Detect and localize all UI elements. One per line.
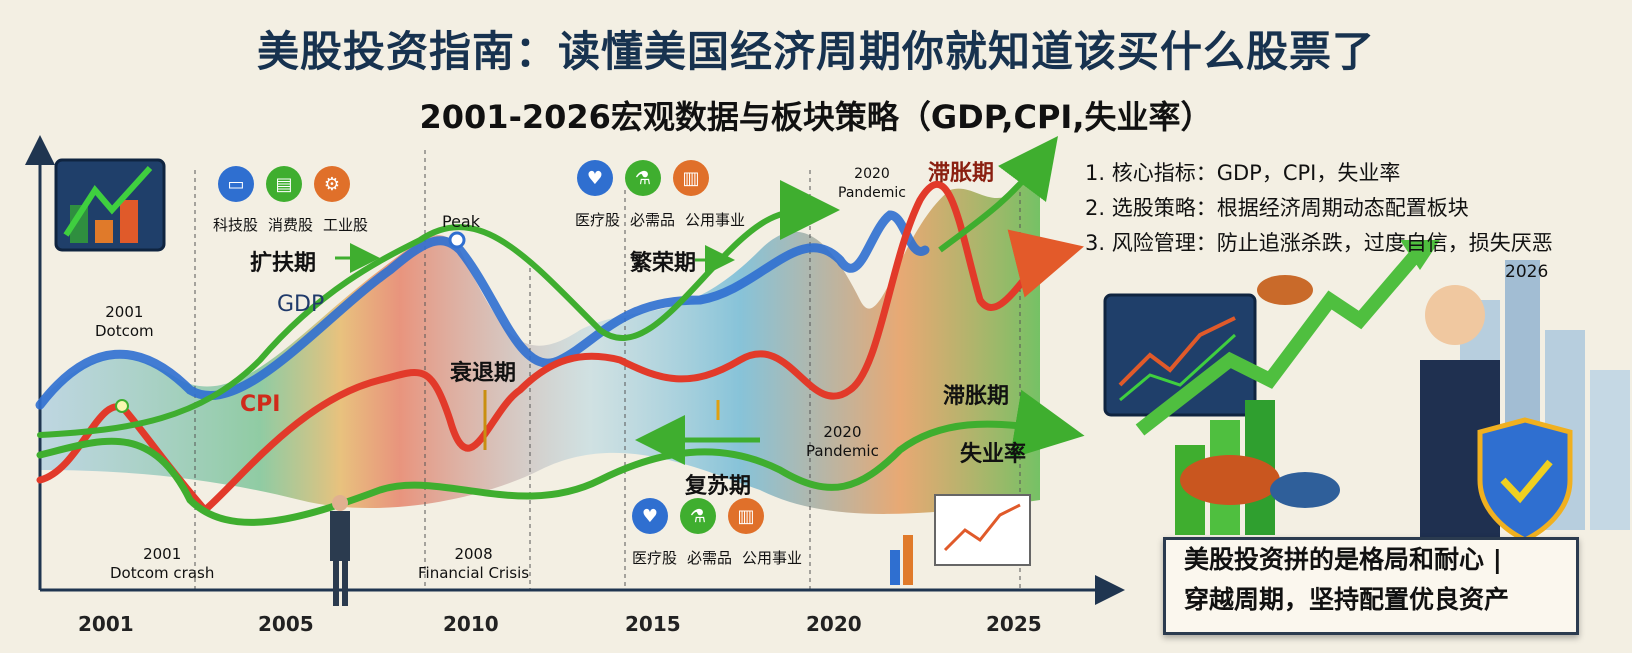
heart-pulse-icon: ♥: [632, 498, 668, 534]
slogan-banner: 美股投资拼的是格局和耐心 | 穿越周期，坚持配置优良资产: [1163, 537, 1579, 635]
strategy-point-3: 3. 风险管理：防止追涨杀跌，过度自信，损失厌恶: [1085, 231, 1553, 255]
dotcom-annotation: 2001 Dotcom: [95, 303, 154, 340]
unemployment-label: 失业率: [960, 442, 1027, 467]
year-label-2025: 2025: [986, 612, 1042, 636]
dotcom-marker: [115, 399, 129, 413]
stage-stagflation-top: 滞胀期: [928, 161, 995, 186]
dotcom-crash-annotation: 2001 Dotcom crash: [110, 545, 215, 582]
gear-icon: ⚙: [314, 166, 350, 202]
slogan-line-2: 穿越周期，坚持配置优良资产: [1184, 585, 1510, 614]
peak-annotation: Peak: [442, 212, 480, 231]
cpi-label: CPI: [240, 392, 281, 417]
gdp-label: GDP: [277, 292, 325, 317]
cyclical-sector-icons: ▭ ▤ ⚙: [218, 166, 350, 202]
investor-illustration: [1103, 240, 1630, 543]
chart-growth-icon: [54, 158, 166, 252]
flask-icon: ⚗: [625, 160, 661, 196]
pandemic-top-annotation: 2020 Pandemic: [838, 166, 906, 201]
financial-crisis-annotation: 2008 Financial Crisis: [418, 545, 530, 582]
illustration-year: 2026: [1505, 262, 1549, 282]
flask-icon: ⚗: [680, 498, 716, 534]
laptop-icon: ▭: [218, 166, 254, 202]
unemployment-line: [36, 389, 1085, 526]
cyclical-sector-labels: 科技股 消费股 工业股: [213, 216, 369, 234]
analyst-figure: [330, 495, 350, 606]
stage-recovery: 复苏期: [685, 474, 752, 499]
defensive-sector-icons-top: ♥ ⚗ ▥: [577, 160, 709, 196]
defensive-sector-labels-top: 医疗股 必需品 公用事业: [575, 211, 746, 229]
stage-recession: 衰退期: [450, 361, 517, 386]
slogan-line-1: 美股投资拼的是格局和耐心 |: [1184, 545, 1502, 574]
page-subtitle: 2001-2026宏观数据与板块策略（GDP,CPI,失业率）: [419, 98, 1213, 136]
year-label-2005: 2005: [258, 612, 314, 636]
heart-pulse-icon: ♥: [577, 160, 613, 196]
year-label-2010: 2010: [443, 612, 499, 636]
stage-expansion: 扩扶期: [250, 251, 317, 276]
presenter-board-illustration: [890, 494, 1031, 585]
building-icon: ▥: [673, 160, 709, 196]
strategy-point-1: 1. 核心指标：GDP，CPI，失业率: [1085, 161, 1401, 185]
stage-stagflation-mid: 滞胀期: [943, 384, 1010, 409]
building-icon: ▥: [728, 498, 764, 534]
stage-prosperity: 繁荣期: [630, 251, 697, 276]
strategy-point-2: 2. 选股策略：根据经济周期动态配置板块: [1085, 196, 1469, 220]
defensive-sector-labels-bottom: 医疗股 必需品 公用事业: [632, 549, 803, 567]
period-dividers: [194, 150, 1021, 590]
defensive-sector-icons-bottom: ♥ ⚗ ▥: [632, 498, 764, 534]
year-label-2020: 2020: [806, 612, 862, 636]
page-title: 美股投资指南：读懂美国经济周期你就知道该买什么股票了: [256, 27, 1375, 76]
year-label-2015: 2015: [625, 612, 681, 636]
shopping-bag-icon: ▤: [266, 166, 302, 202]
peak-marker: [448, 231, 466, 249]
year-label-2001: 2001: [78, 612, 134, 636]
stagflation-growth-arrow: [938, 136, 1059, 253]
pandemic-mid-annotation: 2020 Pandemic: [806, 423, 879, 460]
